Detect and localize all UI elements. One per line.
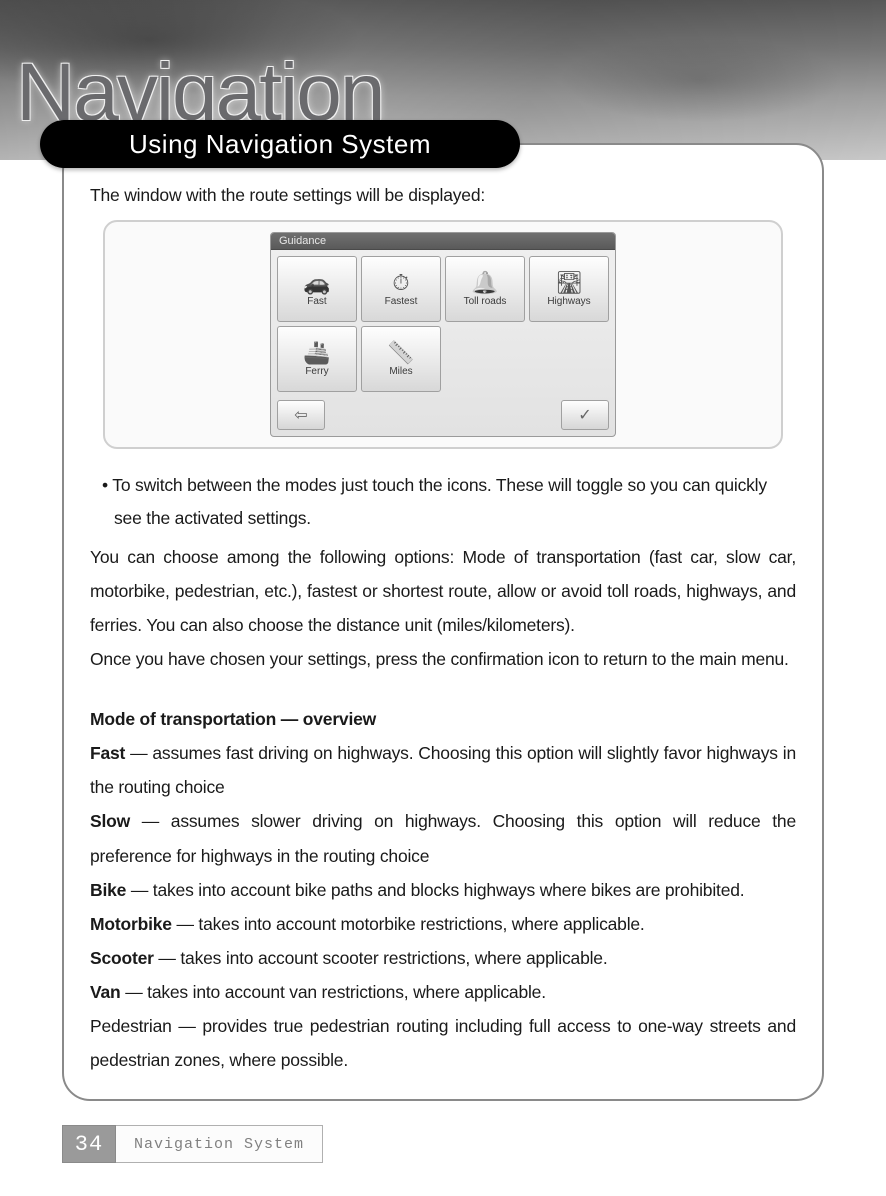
page-number: 34 [62, 1125, 116, 1163]
overview-heading: Mode of transportation — overview [90, 702, 796, 736]
option-label: Ferry [305, 366, 328, 377]
section-tab: Using Navigation System [40, 120, 520, 168]
back-button[interactable]: ⇦ [277, 400, 325, 430]
section-tab-label: Using Navigation System [129, 129, 431, 160]
option-miles[interactable]: 📏 Miles [361, 326, 441, 392]
option-toll-roads[interactable]: 🔔 Toll roads [445, 256, 525, 322]
option-fastest[interactable]: ⏱ Fastest [361, 256, 441, 322]
ferry-icon: 🚢 [303, 342, 330, 364]
miles-icon: 📏 [387, 342, 414, 364]
option-ferry[interactable]: 🚢 Ferry [277, 326, 357, 392]
mode-slow: Slow — assumes slower driving on highway… [90, 804, 796, 872]
page-footer: 34 Navigation System [62, 1125, 323, 1163]
option-label: Toll roads [464, 296, 507, 307]
option-fast[interactable]: 🚗 Fast [277, 256, 357, 322]
screenshot-frame: Guidance 🚗 Fast ⏱ Fastest 🔔 Toll roads 🛣… [103, 220, 783, 449]
mode-scooter: Scooter — takes into account scooter res… [90, 941, 796, 975]
speed-icon: ⏱ [392, 272, 409, 294]
intro-text: The window with the route settings will … [90, 185, 796, 206]
option-label: Fast [307, 296, 326, 307]
highway-icon: 🛣 [555, 272, 583, 294]
mode-bike: Bike — takes into account bike paths and… [90, 873, 796, 907]
guidance-options-grid: 🚗 Fast ⏱ Fastest 🔔 Toll roads 🛣 Highways… [271, 250, 615, 398]
footer-section-label: Navigation System [116, 1125, 323, 1163]
option-label: Miles [389, 366, 412, 377]
guidance-footer: ⇦ ✓ [271, 398, 615, 436]
guidance-window: Guidance 🚗 Fast ⏱ Fastest 🔔 Toll roads 🛣… [270, 232, 616, 437]
option-label: Highways [547, 296, 590, 307]
check-icon: ✓ [578, 405, 591, 425]
car-icon: 🚗 [303, 272, 330, 294]
toll-icon: 🔔 [471, 272, 498, 294]
back-arrow-icon: ⇦ [294, 405, 307, 425]
confirm-button[interactable]: ✓ [561, 400, 609, 430]
mode-van: Van — takes into account van restriction… [90, 975, 796, 1009]
content-panel: The window with the route settings will … [62, 143, 824, 1101]
options-description: You can choose among the following optio… [90, 540, 796, 642]
option-label: Fastest [385, 296, 418, 307]
option-highways[interactable]: 🛣 Highways [529, 256, 609, 322]
mode-pedestrian: Pedestrian — provides true pedestrian ro… [90, 1009, 796, 1077]
mode-fast: Fast — assumes fast driving on highways.… [90, 736, 796, 804]
bullet-switch-modes: • To switch between the modes just touch… [90, 469, 796, 536]
confirm-instruction: Once you have chosen your settings, pres… [90, 642, 796, 676]
mode-motorbike: Motorbike — takes into account motorbike… [90, 907, 796, 941]
guidance-titlebar: Guidance [271, 233, 615, 250]
